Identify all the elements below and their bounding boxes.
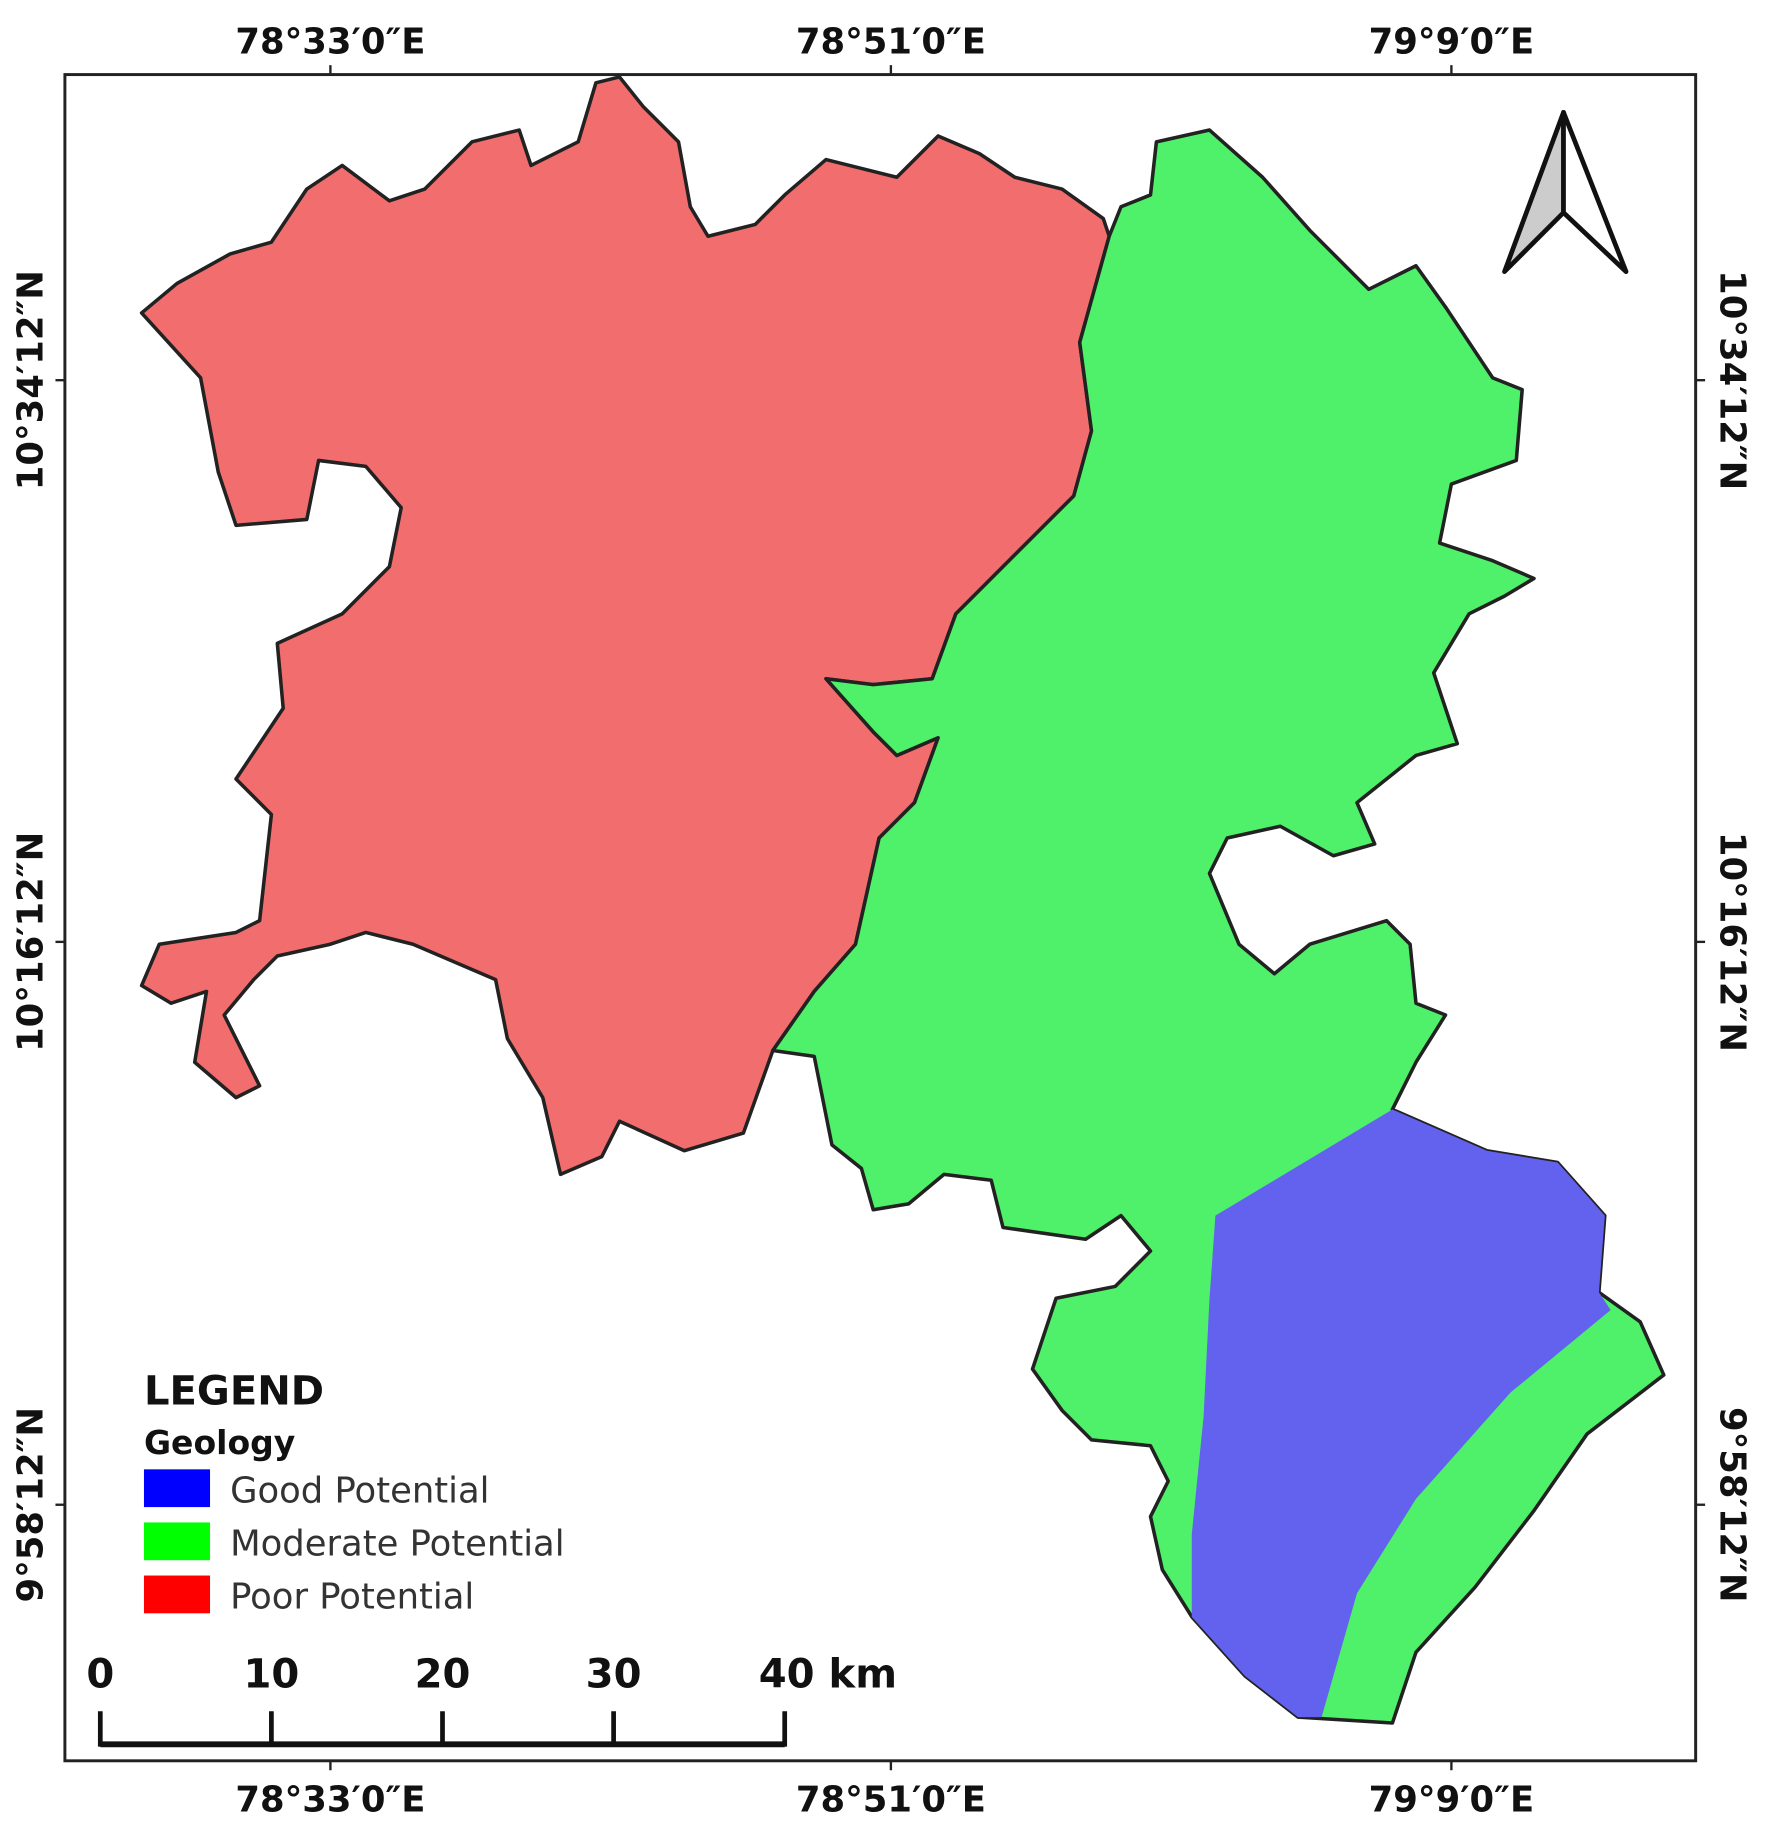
legend-swatch: [143, 1469, 211, 1508]
latitude-label: 9°58′12″N: [10, 1407, 51, 1603]
scale-label: 10: [243, 1652, 299, 1698]
scale-label: 20: [415, 1652, 471, 1698]
legend-label: Poor Potential: [230, 1577, 474, 1618]
frame-ticks: [55, 65, 1706, 1771]
latitude-label: 10°34′12″N: [1711, 270, 1752, 490]
longitude-label: 79°9′0″E: [1369, 1780, 1534, 1821]
latitude-label: 10°34′12″N: [10, 270, 51, 490]
scale-label: 30: [586, 1652, 642, 1698]
legend-swatch: [143, 1575, 211, 1614]
longitude-label: 78°33′0″E: [235, 21, 425, 62]
north-arrow: [1502, 109, 1629, 275]
longitude-label: 78°51′0″E: [796, 21, 986, 62]
scale-label: 40 km: [759, 1652, 897, 1698]
good-region: [1191, 1109, 1611, 1718]
latitude-label: 10°16′12″N: [1711, 832, 1752, 1052]
legend-subtitle: Geology: [144, 1423, 295, 1462]
legend-label: Moderate Potential: [230, 1523, 564, 1564]
longitude-label: 79°9′0″E: [1369, 21, 1534, 62]
longitude-label: 78°33′0″E: [235, 1780, 425, 1821]
longitude-label: 78°51′0″E: [796, 1780, 986, 1821]
annotations: 78°33′0″E 78°51′0″E 79°9′0″E 78°33′0″E 78°51…: [10, 21, 1752, 1820]
legend-label: Good Potential: [230, 1470, 489, 1511]
legend-swatch: [143, 1522, 211, 1561]
scale-label: 0: [86, 1652, 114, 1698]
legend-title: LEGEND: [144, 1368, 324, 1414]
latitude-label: 10°16′12″N: [10, 832, 51, 1052]
latitude-label: 9°58′12″N: [1711, 1407, 1752, 1603]
